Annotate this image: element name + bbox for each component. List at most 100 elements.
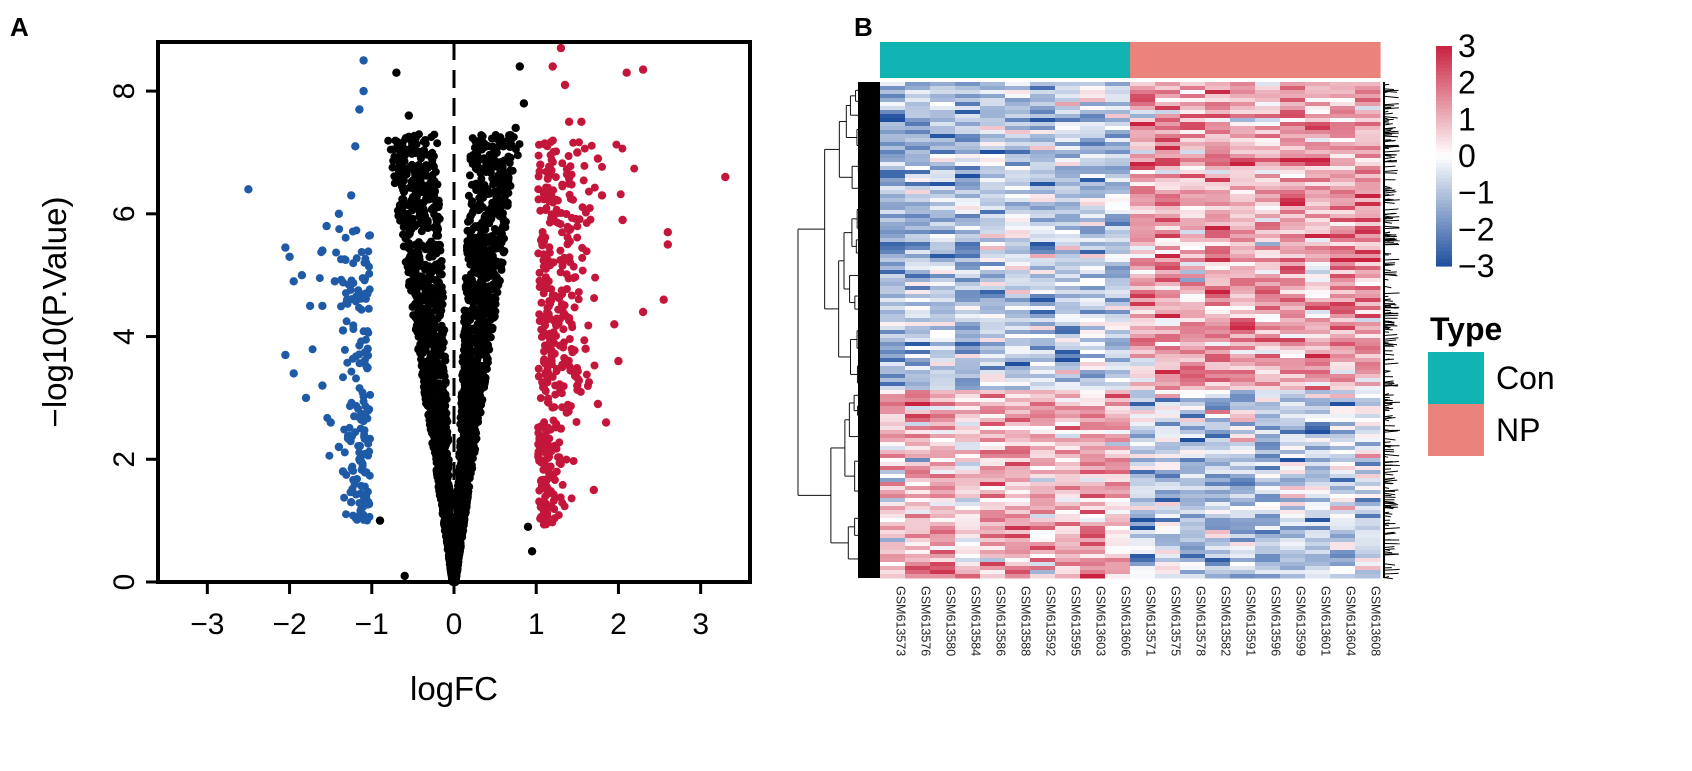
heatmap-cell: [1005, 246, 1031, 251]
heatmap-cell: [1280, 414, 1306, 419]
heatmap-cell: [1230, 338, 1256, 343]
heatmap-cell: [1055, 222, 1081, 227]
heatmap-cell: [1280, 158, 1306, 163]
annotation-cell-con: [1055, 42, 1081, 78]
heatmap-cell: [1230, 226, 1256, 231]
heatmap-cell: [1330, 402, 1356, 407]
ns-point: [461, 314, 470, 323]
up-point: [541, 321, 550, 330]
heatmap-cell: [1355, 118, 1381, 123]
heatmap-cell: [1155, 166, 1181, 171]
heatmap-cell: [1230, 150, 1256, 155]
heatmap-cell: [1305, 266, 1331, 271]
heatmap-cell: [1255, 262, 1281, 267]
up-point: [544, 485, 553, 495]
heatmap-cell: [1255, 382, 1281, 387]
heatmap-cell: [880, 346, 906, 351]
ns-point: [441, 469, 450, 478]
heatmap-cell: [1205, 302, 1231, 307]
heatmap-cell: [1155, 350, 1181, 355]
heatmap-cell: [980, 206, 1006, 211]
heatmap-cell: [1130, 138, 1156, 143]
heatmap-cell: [1255, 294, 1281, 299]
heatmap-cell: [1305, 282, 1331, 287]
heatmap-cell: [1305, 94, 1331, 99]
down-point: [297, 271, 307, 280]
heatmap-cell: [955, 306, 981, 311]
heatmap-cell: [1180, 378, 1206, 383]
heatmap-cell: [1230, 406, 1256, 411]
heatmap-cell: [1155, 122, 1181, 127]
heatmap-cell: [1255, 130, 1281, 135]
heatmap-cell: [955, 150, 981, 155]
heatmap-cell: [1105, 246, 1131, 251]
heatmap-cell: [1305, 274, 1331, 279]
heatmap-cell: [1355, 374, 1381, 379]
heatmap-cell: [880, 238, 906, 243]
heatmap-cell: [980, 146, 1006, 151]
heatmap-cell: [1030, 170, 1056, 175]
down-point: [352, 374, 360, 383]
ns-point: [408, 141, 416, 150]
heatmap-cell: [1055, 154, 1081, 159]
ns-point: [467, 293, 476, 302]
heatmap-cell: [1255, 414, 1281, 419]
heatmap-cell: [1230, 410, 1256, 415]
down-point: [347, 464, 356, 473]
up-point: [556, 246, 565, 255]
down-point: [322, 221, 331, 231]
heatmap-cell: [1155, 234, 1181, 239]
heatmap-cell: [980, 270, 1006, 275]
down-point: [308, 345, 317, 354]
heatmap-cell: [880, 262, 906, 267]
heatmap-cell: [1230, 122, 1256, 127]
heatmap-cell: [1030, 322, 1056, 327]
heatmap-cell: [1280, 266, 1306, 271]
heatmap-cell: [980, 394, 1006, 399]
heatmap-cell: [1105, 118, 1131, 123]
heatmap-cell: [1130, 334, 1156, 339]
heatmap-cell: [1105, 166, 1131, 171]
heatmap-cell: [955, 86, 981, 91]
heatmap-cell: [930, 422, 956, 427]
heatmap-cell: [1105, 226, 1131, 231]
down-point: [334, 442, 344, 452]
heatmap-cell: [880, 258, 906, 263]
heatmap-cell: [1030, 82, 1056, 87]
heatmap-cell: [1355, 258, 1381, 263]
ns-point: [465, 216, 474, 225]
ns-point: [478, 249, 486, 258]
heatmap-cell: [930, 262, 956, 267]
heatmap-cell: [980, 86, 1006, 91]
heatmap-cell: [1180, 158, 1206, 163]
heatmap-cell: [1055, 250, 1081, 255]
heatmap-cell: [1055, 302, 1081, 307]
heatmap-cell: [1180, 290, 1206, 295]
heatmap-cell: [955, 414, 981, 419]
heatmap-cell: [1005, 142, 1031, 147]
heatmap-cell: [880, 138, 906, 143]
heatmap-cell: [905, 110, 931, 115]
heatmap-cell: [1030, 394, 1056, 399]
heatmap-cell: [905, 206, 931, 211]
up-point: [539, 358, 548, 366]
heatmap-cell: [1355, 334, 1381, 339]
heatmap-cell: [1355, 106, 1381, 111]
heatmap-cell: [1030, 254, 1056, 259]
annotation-cell-np: [1130, 42, 1156, 78]
ns-point: [434, 420, 443, 429]
heatmap-cell: [1105, 354, 1131, 359]
heatmap-cell: [980, 82, 1006, 87]
heatmap-cell: [980, 318, 1006, 323]
heatmap-cell: [1105, 106, 1131, 111]
heatmap-cell: [1230, 94, 1256, 99]
heatmap-cell: [1055, 102, 1081, 107]
heatmap-cell: [930, 290, 956, 295]
ns-point: [433, 139, 442, 148]
heatmap-cell: [1230, 362, 1256, 367]
heatmap-cell: [1280, 90, 1306, 95]
down-point: [365, 447, 374, 456]
ns-point: [427, 153, 436, 162]
heatmap-cell: [930, 222, 956, 227]
up-point: [544, 310, 553, 319]
